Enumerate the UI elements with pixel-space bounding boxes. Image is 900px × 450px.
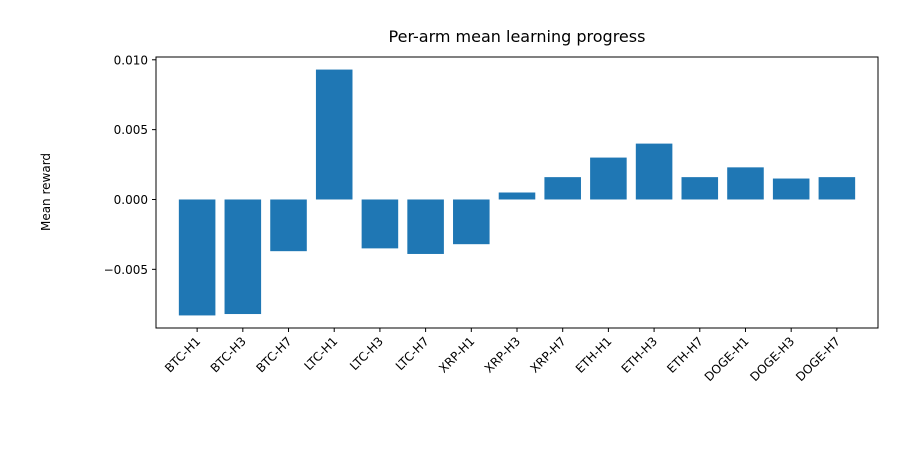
y-tick-label: 0.000 [114,193,148,207]
x-tick-label-ltc-h7: LTC-H7 [393,334,432,373]
x-tick-label-btc-h1: BTC-H1 [162,334,203,375]
x-axis: BTC-H1 BTC-H3 BTC-H7 LTC-H1 LTC-H3 LTC-H7 XRP-… [162,328,843,384]
x-tick-label-doge-h7: DOGE-H7 [793,334,843,384]
x-tick-label-xrp-h3: XRP-H3 [482,334,523,375]
bar-ltc-h3 [361,199,399,249]
bar-btc-h7 [270,199,307,252]
y-axis: 0.010 0.005 0.000 −0.005 [104,53,156,277]
bar-eth-h7 [681,177,719,200]
bars-group [178,69,856,316]
bar-ltc-h1 [315,69,353,200]
chart-title: Per-arm mean learning progress [389,27,646,46]
bar-eth-h3 [635,143,673,200]
bar-doge-h3 [772,178,810,200]
bar-xrp-h3 [498,192,536,200]
x-tick-label-ltc-h3: LTC-H3 [347,334,386,373]
y-tick-label: 0.010 [114,53,148,67]
bar-ltc-h7 [407,199,444,254]
bar-xrp-h1 [453,199,490,245]
y-tick-label: 0.005 [114,123,148,137]
x-tick-label-xrp-h7: XRP-H7 [527,334,568,375]
x-tick-label-btc-h3: BTC-H3 [208,334,249,375]
y-tick-label: −0.005 [104,263,148,277]
x-tick-label-doge-h1: DOGE-H1 [702,334,752,384]
x-tick-label-eth-h3: ETH-H3 [619,334,661,376]
x-tick-label-xrp-h1: XRP-H1 [436,334,477,375]
x-tick-label-eth-h7: ETH-H7 [664,334,706,376]
y-axis-label: Mean reward [39,153,53,231]
bar-doge-h7 [818,177,856,200]
bar-eth-h1 [590,157,627,200]
bar-btc-h3 [224,199,262,315]
x-tick-label-eth-h1: ETH-H1 [573,334,615,376]
bar-btc-h1 [178,199,216,316]
x-tick-label-btc-h7: BTC-H7 [253,334,294,375]
x-tick-label-doge-h3: DOGE-H3 [747,334,797,384]
x-tick-label-ltc-h1: LTC-H1 [301,334,340,373]
bar-doge-h1 [727,167,764,200]
bar-xrp-h7 [544,177,581,200]
